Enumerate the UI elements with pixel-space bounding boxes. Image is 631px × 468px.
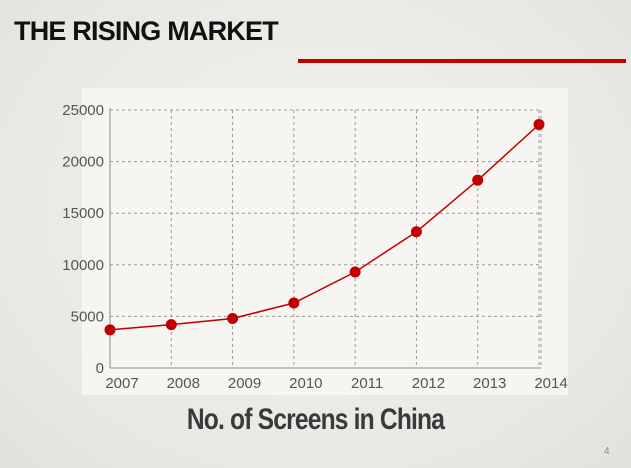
data-point bbox=[349, 266, 361, 278]
chart-caption: No. of Screens in China bbox=[186, 403, 445, 436]
y-tick-label: 10000 bbox=[62, 257, 104, 274]
chart-grid bbox=[110, 109, 542, 368]
series-line bbox=[109, 123, 540, 331]
y-tick-label: 5000 bbox=[71, 308, 104, 325]
data-point bbox=[410, 226, 422, 238]
page-number: 4 bbox=[604, 446, 610, 457]
data-point bbox=[227, 312, 239, 324]
x-tick-label: 2011 bbox=[351, 375, 383, 392]
chart-series bbox=[104, 118, 545, 336]
y-tick-label: 20000 bbox=[62, 154, 104, 171]
x-tick-label: 2012 bbox=[412, 375, 445, 392]
data-point bbox=[288, 297, 300, 309]
data-point bbox=[533, 118, 545, 130]
data-point bbox=[165, 319, 177, 331]
x-tick-label: 2007 bbox=[105, 375, 138, 392]
x-tick-label: 2013 bbox=[473, 375, 506, 392]
y-tick-label: 25000 bbox=[62, 102, 104, 119]
y-tick-label: 0 bbox=[96, 360, 104, 377]
data-point bbox=[472, 174, 484, 186]
x-tick-label: 2014 bbox=[534, 375, 567, 392]
chart-tick-labels: 0 5000 10000 15000 20000 25000 2007 2008 2009 201… bbox=[62, 102, 567, 392]
title-underline-rule bbox=[298, 59, 626, 63]
chart-panel bbox=[82, 88, 568, 395]
data-point bbox=[104, 324, 116, 336]
y-tick-label: 15000 bbox=[62, 205, 104, 222]
x-tick-label: 2009 bbox=[228, 375, 261, 392]
x-tick-label: 2008 bbox=[167, 375, 200, 392]
x-tick-label: 2010 bbox=[289, 375, 322, 392]
slide-title: THE RISING MARKET bbox=[14, 16, 279, 46]
